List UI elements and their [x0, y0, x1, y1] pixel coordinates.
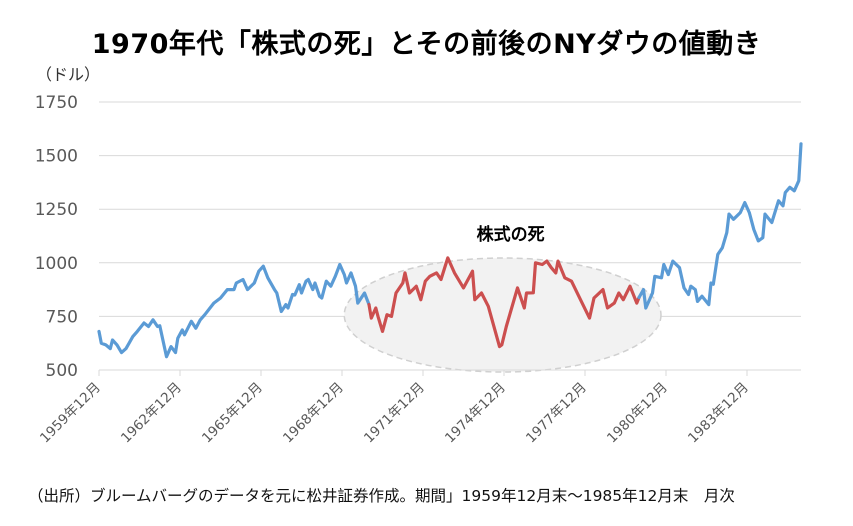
- x-tick-label: 1959年12月: [37, 380, 104, 447]
- series-line-2: [367, 256, 641, 349]
- x-tick-label: 1971年12月: [361, 380, 428, 447]
- x-tick-label: 1977年12月: [523, 380, 590, 447]
- y-tick-label: 1250: [35, 200, 78, 220]
- y-tick-label: 1500: [35, 147, 78, 167]
- y-tick-label: 1000: [35, 254, 78, 274]
- x-tick-label: 1974年12月: [442, 380, 509, 447]
- x-tick-label: 1983年12月: [685, 380, 752, 447]
- y-axis-unit: （ドル）: [36, 65, 100, 84]
- x-tick-label: 1980年12月: [604, 380, 671, 447]
- chart-title: 1970年代「株式の死」とその前後のNYダウの値動き: [91, 29, 762, 60]
- series-line-3: [637, 142, 803, 310]
- x-tick-label: 1962年12月: [118, 380, 185, 447]
- y-tick-label: 500: [46, 361, 78, 381]
- x-tick-label: 1968年12月: [280, 380, 347, 447]
- series-line-1: [97, 262, 371, 359]
- source-note: （出所）ブルームバーグのデータを元に松井証券作成。期間」1959年12月末～19…: [28, 487, 735, 505]
- y-tick-label: 1750: [35, 93, 78, 113]
- x-tick-label: 1965年12月: [199, 380, 266, 447]
- annotation-label: 株式の死: [477, 224, 545, 245]
- y-tick-label: 750: [46, 307, 78, 327]
